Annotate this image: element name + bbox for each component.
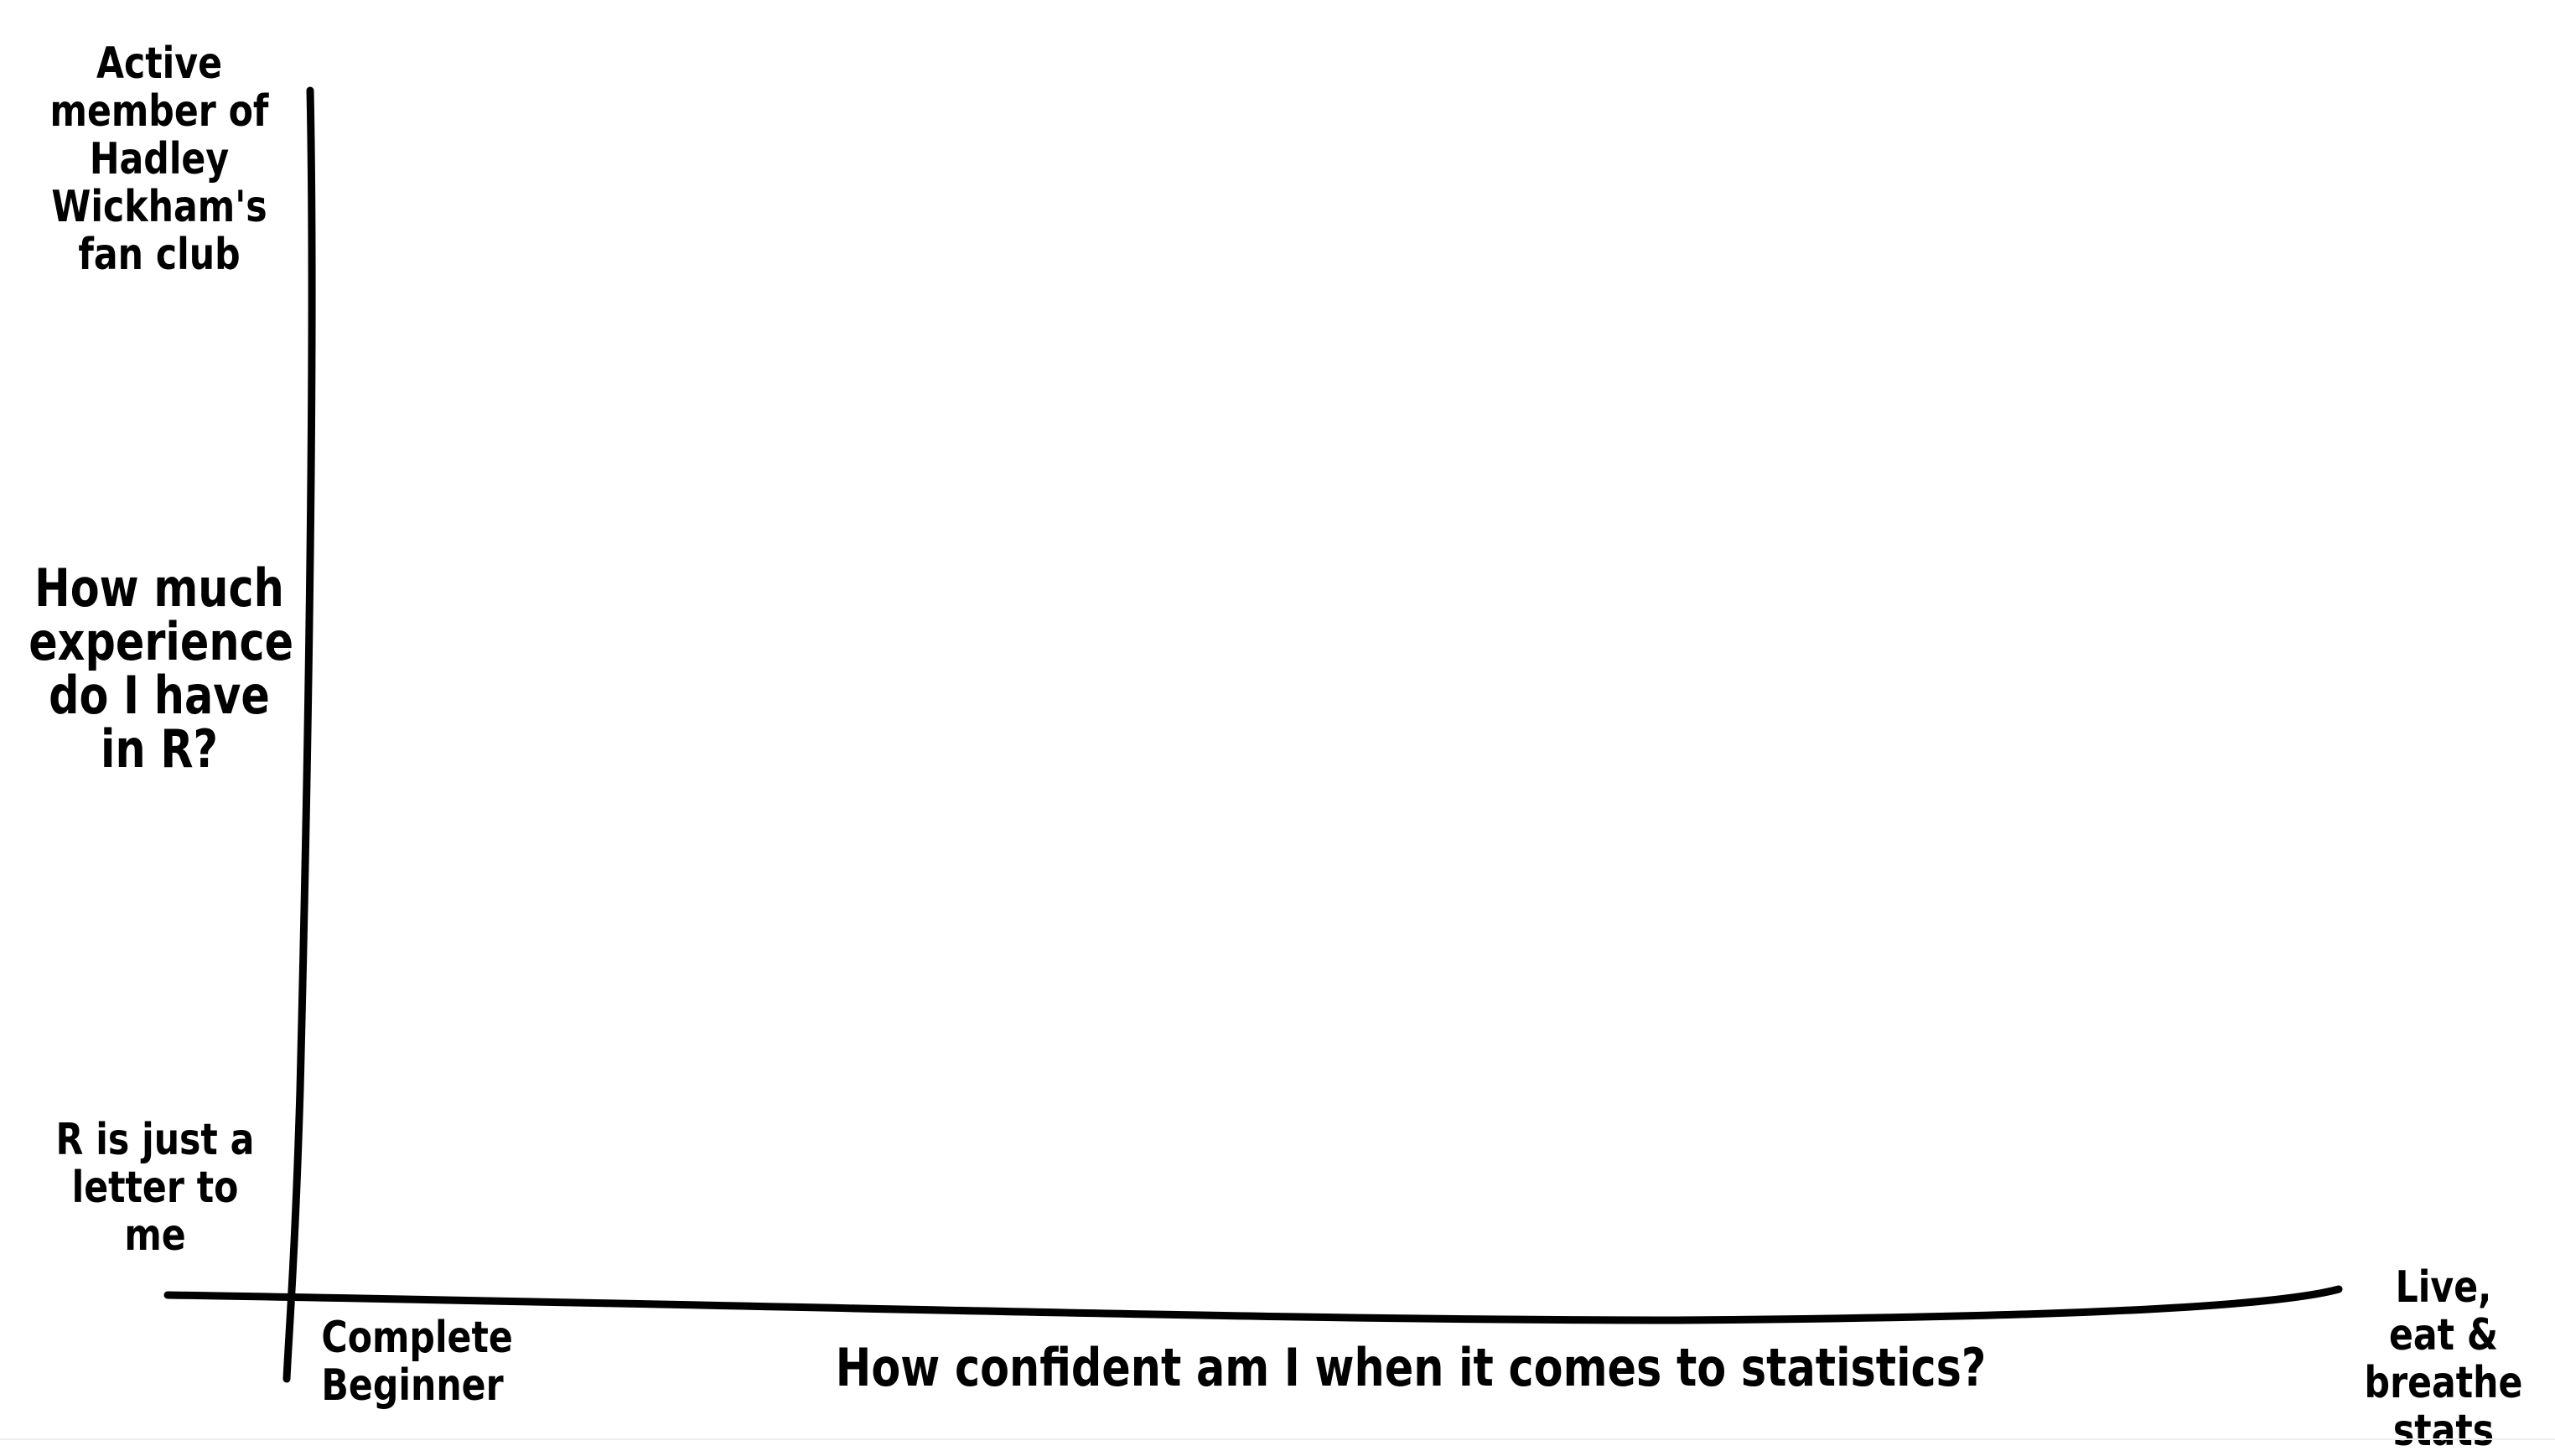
x-axis-line	[163, 1285, 2343, 1324]
y-axis-line	[282, 86, 316, 1383]
y-axis-top-label: Active member of Hadley Wickham's fan cl…	[49, 39, 269, 280]
y-axis-bottom-label: R is just a letter to me	[55, 1115, 255, 1261]
bottom-divider	[0, 1438, 2555, 1440]
x-axis-left-label: Complete Beginner	[321, 1313, 513, 1411]
x-axis-title: How confident am I when it comes to stat…	[835, 1337, 1987, 1398]
y-axis-title: How much experience do I have in R?	[29, 557, 294, 780]
x-axis-right-label: Live, eat & breathe stats	[2364, 1262, 2523, 1456]
